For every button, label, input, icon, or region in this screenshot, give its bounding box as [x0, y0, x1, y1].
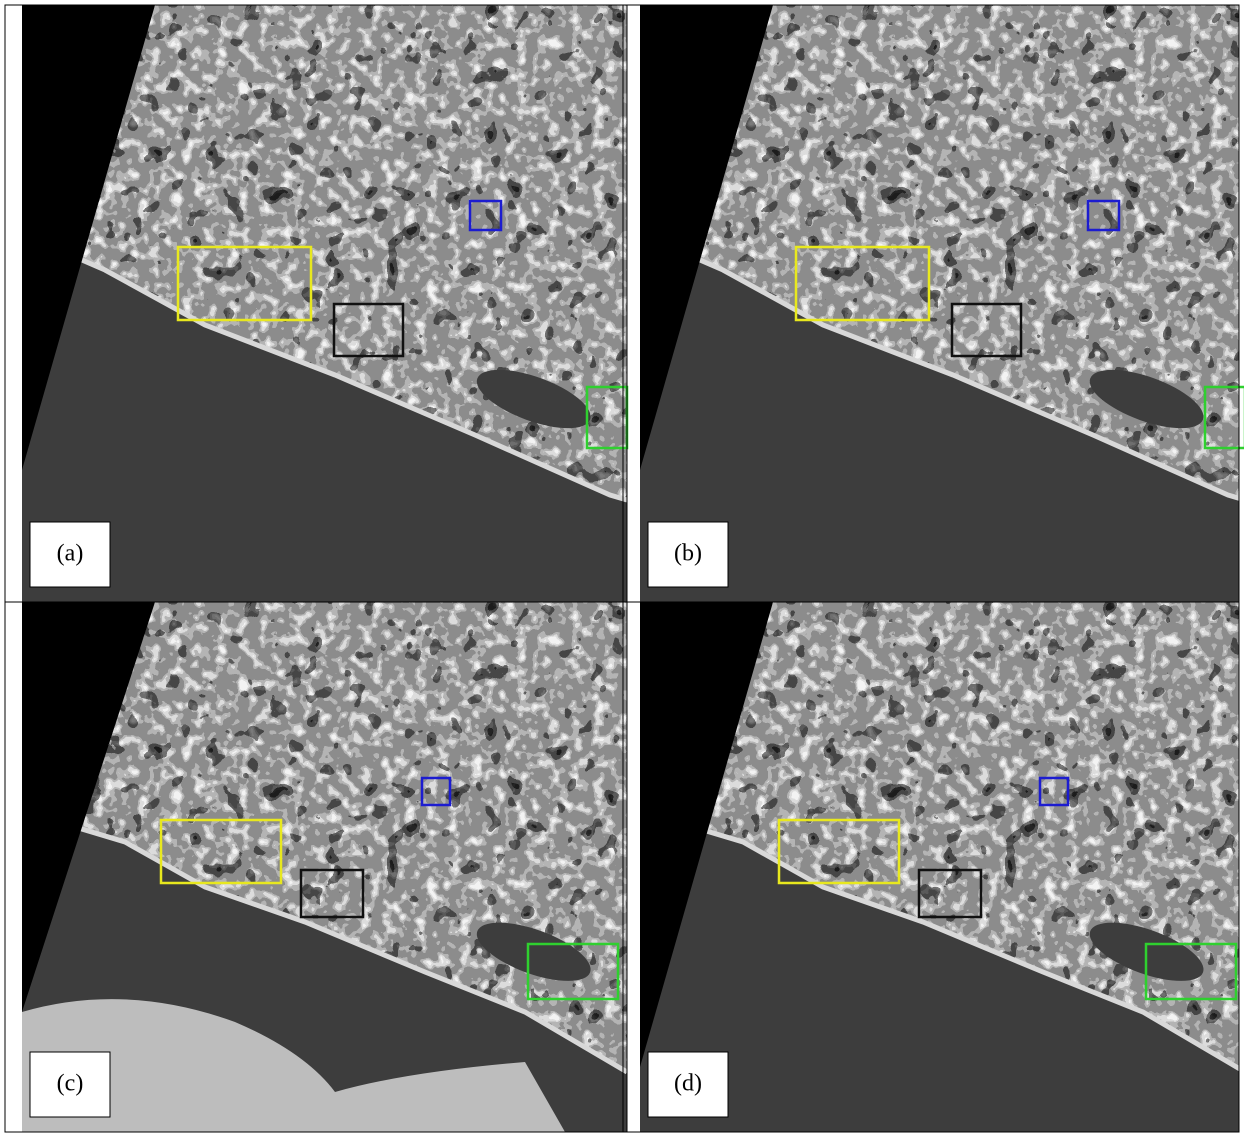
- panel-label: (a): [57, 541, 84, 567]
- satellite-image: [5, 5, 644, 602]
- panel: (a): [5, 5, 644, 602]
- page: (a)(b)(c)(d) (() => { const data = JSON.…: [0, 0, 1244, 1135]
- panel: (c): [5, 602, 644, 1132]
- satellite-image: [623, 5, 1244, 602]
- panel-label: (b): [674, 541, 702, 567]
- panel-label: (c): [57, 1071, 84, 1097]
- panel: (b): [623, 5, 1244, 602]
- panel-label: (d): [674, 1071, 702, 1097]
- figure: (a) (b) (c) (d): [0, 0, 1244, 1135]
- panel: (d): [623, 602, 1244, 1132]
